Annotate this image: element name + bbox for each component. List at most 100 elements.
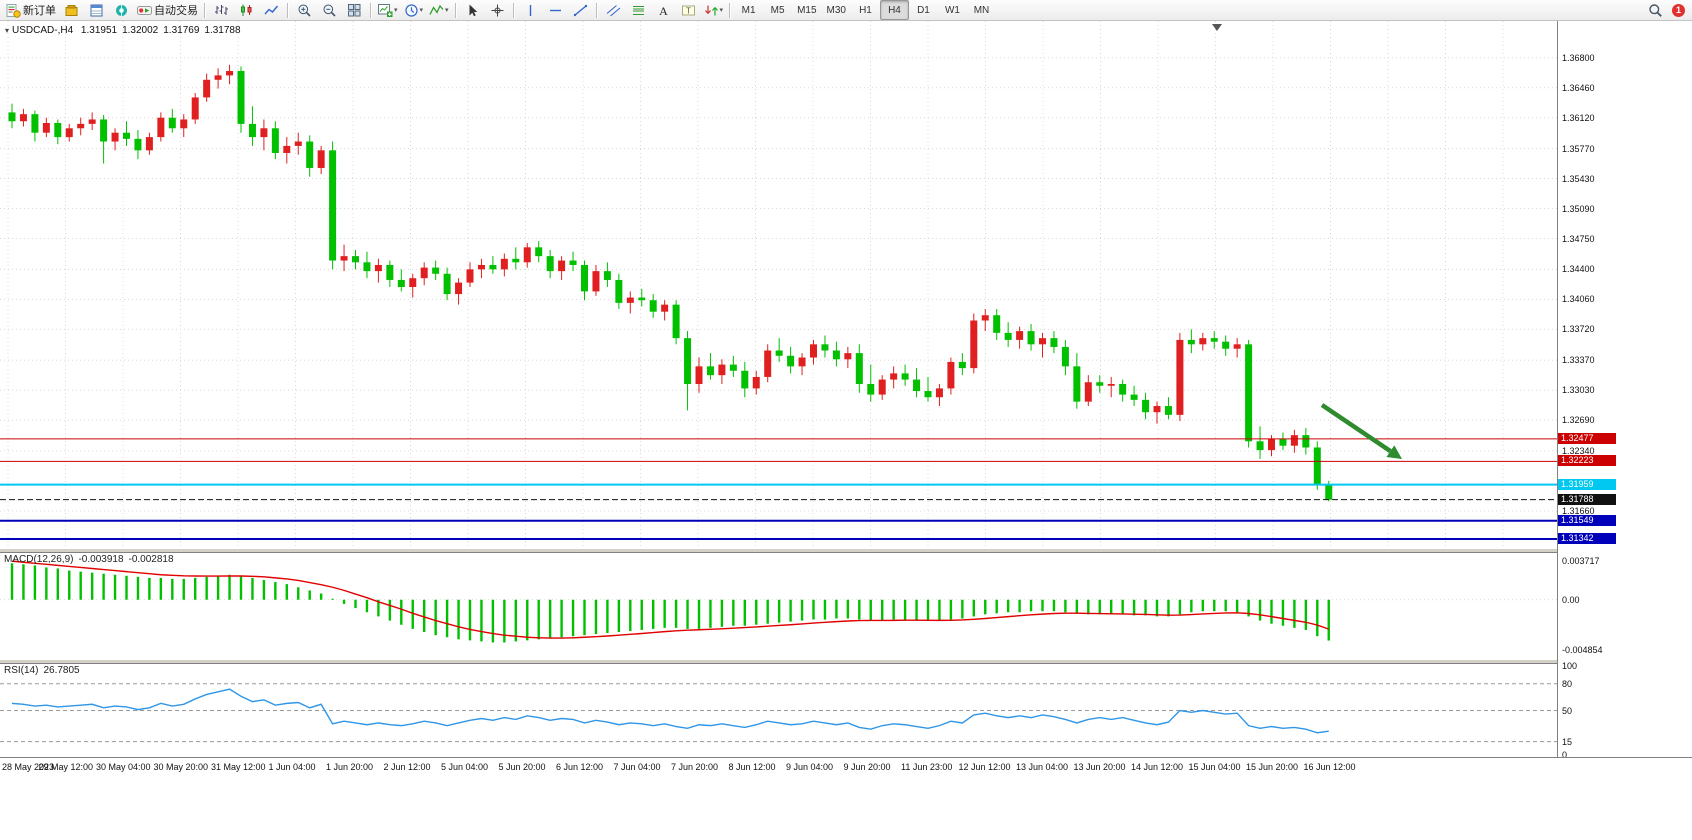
arrow-object[interactable] xyxy=(1320,403,1402,459)
candle xyxy=(1187,329,1195,354)
candle xyxy=(145,132,153,155)
dropdown-caret-icon: ▾ xyxy=(445,7,449,14)
data-window-icon xyxy=(90,4,103,16)
data-window-button[interactable] xyxy=(84,0,109,20)
autotrading-icon xyxy=(137,5,152,15)
candlestick-chart-button[interactable] xyxy=(234,0,259,20)
horizontal-line-button[interactable] xyxy=(543,0,568,20)
candle xyxy=(88,112,96,131)
macd-canvas[interactable] xyxy=(0,553,1557,659)
candle xyxy=(100,115,108,164)
notification-badge[interactable]: 1 xyxy=(1672,3,1685,17)
search-button[interactable] xyxy=(1643,0,1668,20)
low-value: 1.31769 xyxy=(163,25,200,36)
candle xyxy=(947,357,955,395)
time-axis-label: 9 Jun 20:00 xyxy=(843,762,891,772)
timeframe-h4-button[interactable]: H4 xyxy=(879,0,909,20)
candle xyxy=(432,260,440,280)
text-label-button[interactable]: T xyxy=(676,0,701,20)
candle xyxy=(752,370,760,395)
candle xyxy=(1096,375,1104,393)
chart-shift-marker xyxy=(1212,24,1222,31)
timeframe-m1-button[interactable]: M1 xyxy=(741,4,756,16)
cursor-icon xyxy=(469,4,477,16)
candle xyxy=(672,300,680,345)
candle xyxy=(248,106,256,146)
text-label-icon: T xyxy=(681,5,695,15)
navigator-button[interactable] xyxy=(109,0,134,20)
timeframe-m5-button[interactable]: M5 xyxy=(770,4,785,16)
line-chart-button[interactable] xyxy=(259,0,284,20)
pane-splitter[interactable] xyxy=(0,659,1692,664)
tile-windows-icon xyxy=(348,3,361,16)
price-axis-label: 1.33720 xyxy=(1562,324,1595,335)
rsi-axis-label: 15 xyxy=(1562,736,1573,747)
arrows-button[interactable]: ▾ xyxy=(701,0,727,20)
text-button[interactable]: A xyxy=(651,0,676,20)
candle xyxy=(317,145,325,175)
candle xyxy=(626,291,634,314)
symbol-menu-icon: ▾ xyxy=(5,26,10,35)
fibonacci-button[interactable] xyxy=(626,0,651,20)
chart-border xyxy=(1557,21,1558,757)
price-chart-pane[interactable]: ▾ USDCAD-,H4 1.31951 1.32002 1.31769 1.31788 xyxy=(0,21,1557,548)
tile-windows-button[interactable] xyxy=(342,0,367,20)
timeframe-m15-button[interactable]: M15 xyxy=(797,4,817,16)
candle xyxy=(1050,331,1058,354)
timeframe-m30-button[interactable]: M30 xyxy=(826,4,846,16)
time-axis-label: 8 Jun 12:00 xyxy=(728,762,776,772)
toolbar-button-group: 新订单 自动交易 ▾ ▾ ▾ A T ▾ xyxy=(3,0,734,20)
toolbar-separator xyxy=(595,2,598,18)
new-chart-button[interactable]: ▾ xyxy=(375,0,401,20)
cursor-button[interactable] xyxy=(460,0,485,20)
autotrading-button[interactable]: 自动交易 xyxy=(134,0,201,20)
timeframe-d1-button[interactable]: D1 xyxy=(917,4,930,16)
price-chart-canvas[interactable] xyxy=(0,21,1557,548)
rsi-axis-label: 80 xyxy=(1562,678,1573,689)
timeframe-h1-button[interactable]: H1 xyxy=(859,4,872,16)
indicators-button[interactable]: ▾ xyxy=(426,0,452,20)
candle xyxy=(764,344,772,383)
market-watch-button[interactable] xyxy=(59,0,84,20)
macd-value: -0.003918 xyxy=(78,554,124,565)
candle xyxy=(1302,428,1310,455)
candle xyxy=(1061,339,1069,376)
pane-splitter[interactable] xyxy=(0,548,1692,553)
candle xyxy=(1313,441,1321,490)
close-value: 1.31788 xyxy=(204,25,241,36)
zoom-out-button[interactable] xyxy=(317,0,342,20)
macd-axis-label: -0.004854 xyxy=(1562,645,1603,656)
timeframe-w1-button[interactable]: W1 xyxy=(944,4,960,16)
candle xyxy=(1176,332,1184,422)
crosshair-button[interactable] xyxy=(485,0,510,20)
candle xyxy=(489,256,497,274)
time-axis-label: 29 May 12:00 xyxy=(38,762,94,772)
dropdown-caret-icon: ▾ xyxy=(394,7,398,14)
bar-chart-button[interactable] xyxy=(209,0,234,20)
candle xyxy=(523,242,531,268)
price-axis-label: 1.36120 xyxy=(1562,112,1595,123)
zoom-in-button[interactable] xyxy=(292,0,317,20)
macd-pane[interactable]: MACD(12,26,9) -0.003918 -0.002818 xyxy=(0,553,1557,659)
profiles-button[interactable]: ▾ xyxy=(401,0,427,20)
rsi-pane[interactable]: RSI(14) 26.7805 xyxy=(0,664,1557,757)
time-axis: 28 May 2023 29 May 12:00 30 May 04:00 30 Ma… xyxy=(0,757,1692,779)
high-value: 1.32002 xyxy=(122,25,159,36)
fibonacci-icon xyxy=(632,5,644,15)
vertical-line-button[interactable] xyxy=(518,0,543,20)
channel-button[interactable] xyxy=(601,0,626,20)
new-chart-icon xyxy=(378,3,393,17)
timeframe-mn-button[interactable]: MN xyxy=(973,4,990,16)
price-axis-label: 1.36800 xyxy=(1562,52,1595,63)
price-tag: 1.32223 xyxy=(1558,455,1616,467)
rsi-canvas[interactable] xyxy=(0,664,1557,757)
candle xyxy=(569,251,577,272)
svg-text:T: T xyxy=(686,6,691,15)
time-axis-label: 2 Jun 12:00 xyxy=(383,762,431,772)
candle xyxy=(237,66,245,133)
trendline-button[interactable] xyxy=(568,0,593,20)
candle xyxy=(1210,331,1218,349)
candle xyxy=(340,244,348,272)
price-axis-label: 1.35430 xyxy=(1562,173,1595,184)
new-order-button[interactable]: 新订单 xyxy=(3,0,59,20)
